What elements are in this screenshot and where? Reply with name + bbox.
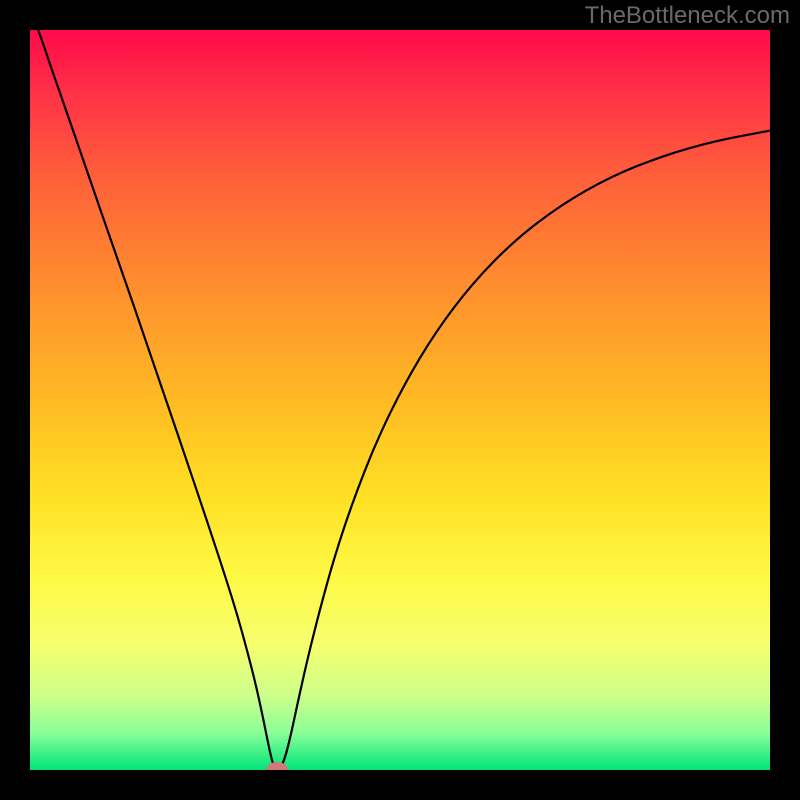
watermark-text: TheBottleneck.com bbox=[585, 2, 790, 30]
bottleneck-chart bbox=[0, 0, 800, 800]
plot-area bbox=[30, 30, 770, 770]
chart-container: TheBottleneck.com bbox=[0, 0, 800, 800]
